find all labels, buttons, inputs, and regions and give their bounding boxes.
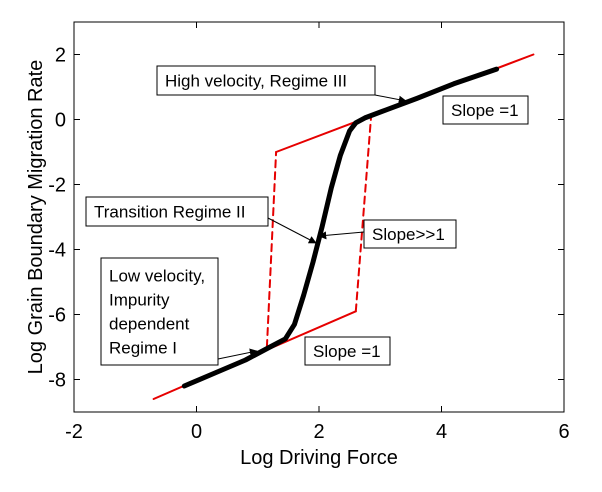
axis-ticks: -2 0 2 4 6 -8 -6 -4 -2 0 2 <box>48 22 570 443</box>
series-line-2 <box>265 151 278 348</box>
annotation-box <box>442 95 529 125</box>
annotation-arrow <box>318 231 365 240</box>
annotation-text: Slope>>1 <box>372 225 445 244</box>
annotation-text: Impurity <box>109 291 170 310</box>
annotation-slope-steep: Slope>>1 <box>318 219 457 249</box>
x-tick-label: 0 <box>191 421 202 443</box>
annotation-box <box>100 257 219 366</box>
annotation-slope-top: Slope =1 <box>442 95 529 125</box>
annotation-box <box>85 196 269 227</box>
annotation-box <box>363 219 457 249</box>
annotation-text: High velocity, Regime III <box>165 72 347 91</box>
annotation-text: Slope =1 <box>451 101 519 120</box>
annotations-layer: High velocity, Regime III Slope =1 Transit… <box>85 65 529 366</box>
series-line-3 <box>354 115 373 313</box>
annotation-regime1: Low velocity, Impurity dependent Regime I <box>100 257 258 366</box>
annotation-box <box>156 65 376 96</box>
annotation-text: Slope =1 <box>313 342 381 361</box>
annotation-arrow <box>374 94 407 104</box>
y-tick-label: -8 <box>48 370 66 392</box>
annotation-text: Low velocity, <box>109 267 205 286</box>
x-axis-label: Log Driving Force <box>240 447 398 469</box>
x-tick-label: -2 <box>65 421 83 443</box>
y-tick-label: -4 <box>48 240 66 262</box>
x-tick-label: 4 <box>436 421 447 443</box>
annotation-regime2: Transition Regime II <box>85 196 317 244</box>
annotation-regime3: High velocity, Regime III <box>156 65 407 104</box>
y-tick-label: -2 <box>48 175 66 197</box>
y-tick-label: 2 <box>55 45 66 67</box>
series-line-4 <box>181 66 500 389</box>
y-tick-label: -6 <box>48 305 66 327</box>
annotation-arrow <box>267 217 317 244</box>
annotation-text: Transition Regime II <box>94 203 245 222</box>
x-tick-label: 6 <box>558 421 569 443</box>
y-tick-label: 0 <box>55 110 66 132</box>
y-axis-label: Log Grain Boundary Migration Rate <box>25 60 47 375</box>
annotation-slope-bottom: Slope =1 <box>304 336 391 366</box>
x-tick-label: 2 <box>313 421 324 443</box>
annotation-box <box>304 336 391 366</box>
annotation-arrow <box>217 348 258 360</box>
annotation-text: Regime I <box>109 339 177 358</box>
annotation-text: dependent <box>109 315 190 334</box>
series-layer <box>152 53 535 400</box>
